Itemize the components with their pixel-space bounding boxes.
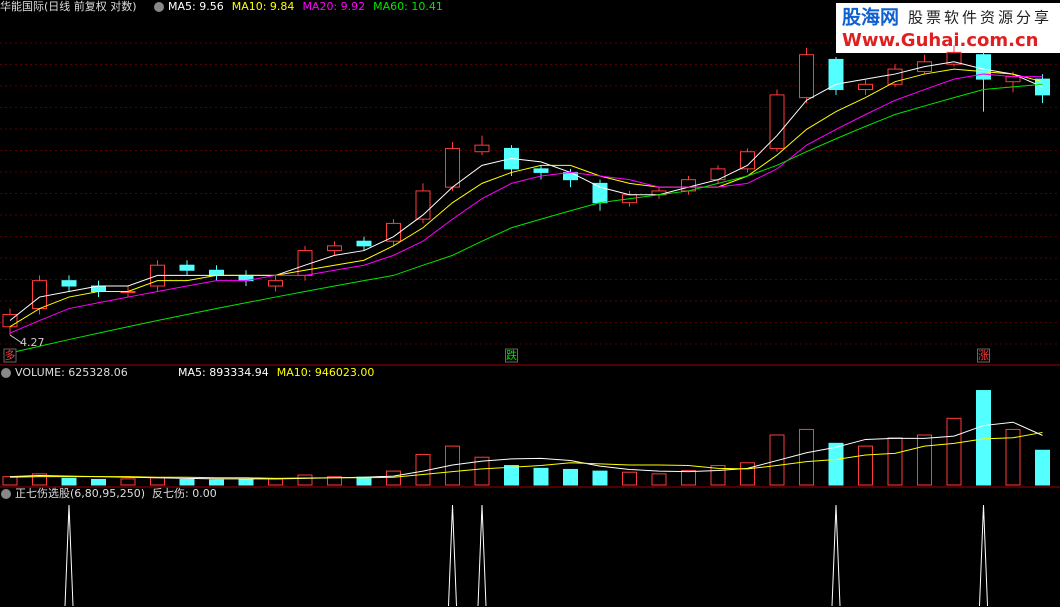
watermark-url: Www.Guhai.com.cn: [842, 30, 1038, 51]
candle-body: [386, 222, 401, 242]
volume-bar: [917, 434, 932, 486]
volume-bar: [1035, 449, 1050, 486]
ma-line: [9, 83, 1043, 354]
panel-title: 正七伤选股(6,80,95,250): [15, 487, 145, 500]
candle-body: [61, 280, 77, 287]
volume-bar: [474, 456, 490, 486]
volume-bar: [268, 478, 283, 486]
candle-body: [592, 182, 608, 204]
signal-text: 跌: [506, 348, 517, 362]
candle-body: [297, 250, 313, 276]
volume-bar: [297, 474, 313, 486]
volume-bar: [209, 479, 224, 486]
volume-bar: [769, 434, 785, 486]
volume-bar: [563, 468, 578, 486]
volume-bar: [120, 478, 136, 486]
ma-line: [9, 61, 1043, 321]
volume-bar: [592, 470, 608, 486]
signal-box: [977, 348, 990, 363]
volume-bar: [61, 477, 77, 486]
signal-spike: [477, 504, 487, 607]
candle-body: [268, 280, 283, 287]
chart-title: 华能国际(日线 前复权 对数): [0, 0, 137, 13]
candle-body: [179, 264, 195, 271]
volume-bar: [179, 478, 195, 486]
menu-icon[interactable]: [1, 489, 11, 499]
menu-icon[interactable]: [1, 368, 11, 378]
volume-bar: [976, 390, 991, 486]
candle-body: [327, 245, 342, 252]
signal-text: 涨: [978, 349, 989, 362]
volume-bar: [504, 465, 519, 486]
volume-bar: [445, 445, 460, 486]
ma-line: [9, 73, 1043, 334]
volume-bar: [533, 467, 549, 486]
signal-spike: [831, 504, 841, 607]
volume-bar: [1005, 428, 1021, 486]
volume-bar: [828, 442, 844, 486]
signal-box: [505, 348, 518, 363]
volume-bar: [887, 437, 903, 486]
candle-body: [740, 151, 755, 170]
volume-bar: [91, 478, 106, 486]
candle-body: [828, 58, 844, 91]
candle-body: [533, 168, 549, 173]
candle-body: [356, 240, 372, 247]
candle-body: [799, 54, 814, 99]
signal-text: 多: [5, 348, 16, 362]
volume-bar: [386, 470, 401, 486]
panel-title: VOLUME: 625328.06: [15, 366, 128, 379]
ma-line: [9, 68, 1043, 328]
volume-bar: [740, 462, 755, 486]
legend-entry: MA10: 946023.00: [277, 366, 375, 379]
signal-spike: [64, 504, 74, 607]
volume-bar: [651, 473, 667, 486]
candle-body: [769, 94, 785, 149]
ma-line: [9, 421, 1043, 480]
candle-body: [976, 54, 991, 80]
volume-bar: [150, 477, 165, 486]
volume-bar: [622, 471, 637, 486]
volume-bar: [858, 445, 873, 486]
volume-bar: [681, 470, 696, 486]
watermark-tagline: 股票软件资源分享: [908, 9, 1052, 27]
signal-spike: [448, 504, 457, 607]
candle-body: [32, 280, 47, 310]
signal-box: [3, 348, 17, 363]
candle-body: [209, 269, 224, 276]
candle-body: [858, 83, 873, 91]
low-label: 4.27: [20, 336, 45, 349]
watermark-bg: [836, 3, 1060, 53]
volume-bar: [238, 478, 254, 486]
legend-entry: MA5: 9.56: [168, 0, 224, 13]
layout: [0, 42, 1060, 345]
candle-body: [474, 144, 490, 153]
legend-entry: MA5: 893334.94: [178, 366, 269, 379]
signal-spike: [979, 504, 988, 607]
candle-body: [1005, 76, 1021, 83]
candle-body: [1035, 78, 1050, 96]
volume-bar: [2, 476, 18, 486]
volume-bar: [327, 476, 342, 486]
volume-bar: [32, 473, 47, 486]
legend-entry: MA20: 9.92: [302, 0, 365, 13]
volume-bar: [799, 428, 814, 486]
legend-entry: MA10: 9.84: [232, 0, 295, 13]
ma-line: [9, 431, 1043, 479]
candle-body: [710, 168, 726, 181]
volume-bar: [356, 476, 372, 486]
watermark-logo: 股海网: [842, 6, 899, 29]
legend-entry: 反七伤: 0.00: [152, 487, 217, 500]
candle-body: [946, 51, 962, 65]
volume-bar: [946, 417, 962, 486]
low-marker: [9, 334, 23, 344]
legend-entry: MA60: 10.41: [373, 0, 443, 13]
candle-body: [445, 147, 460, 188]
menu-icon[interactable]: [154, 2, 164, 12]
